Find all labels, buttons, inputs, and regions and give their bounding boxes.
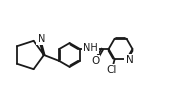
Text: NH: NH — [83, 43, 98, 53]
Text: O: O — [91, 56, 99, 66]
Text: N: N — [126, 55, 133, 65]
Text: N: N — [38, 34, 45, 44]
Text: Cl: Cl — [106, 65, 117, 75]
